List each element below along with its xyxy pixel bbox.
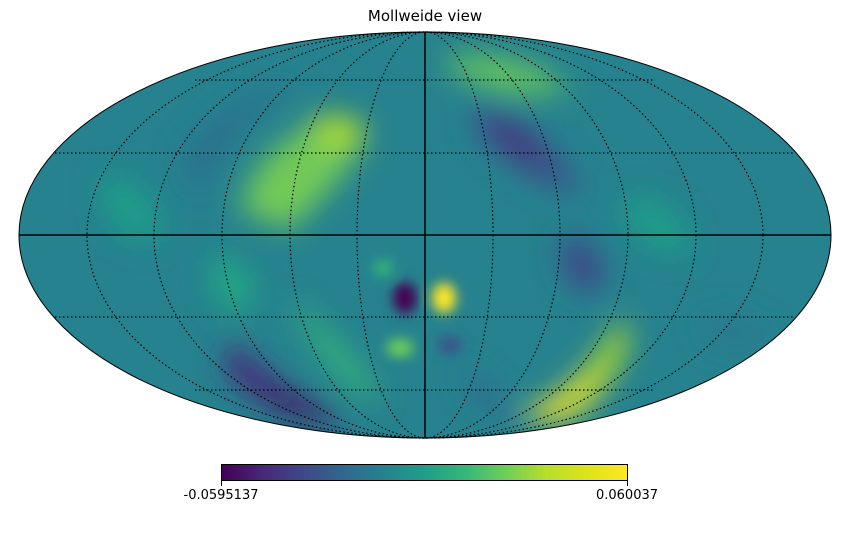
- colorbar-min-tick: [221, 481, 222, 486]
- map-title: Mollweide view: [367, 7, 483, 25]
- map-boundary: [18, 31, 832, 439]
- colorbar-max-tick: [627, 481, 628, 486]
- colorbar-max-label: 0.060037: [595, 488, 659, 503]
- graticule-parallels: [55, 79, 795, 391]
- colorbar: [221, 464, 628, 481]
- mollweide-map: [18, 31, 832, 439]
- colorbar-min-label: -0.0595137: [183, 488, 259, 503]
